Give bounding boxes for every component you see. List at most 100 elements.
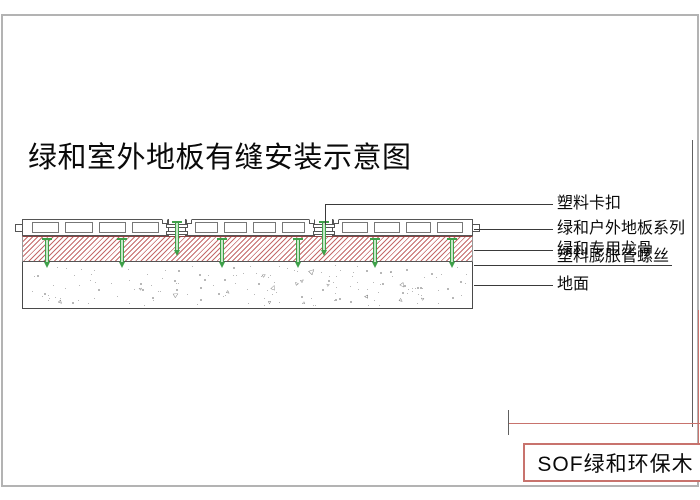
concrete-aggregate: ◃ bbox=[398, 296, 405, 304]
concrete-speckle bbox=[71, 301, 74, 304]
concrete-speckle bbox=[31, 290, 33, 292]
concrete-aggregate: ▹ bbox=[324, 280, 331, 288]
concrete-speckle bbox=[198, 273, 201, 276]
concrete-aggregate: △ bbox=[269, 283, 277, 292]
concrete-speckle bbox=[204, 279, 207, 282]
concrete-speckle bbox=[391, 276, 393, 278]
board-hollow-cell bbox=[373, 222, 400, 233]
concrete-speckle bbox=[460, 295, 462, 297]
concrete-speckle bbox=[257, 283, 260, 286]
concrete-speckle bbox=[436, 277, 438, 279]
concrete-speckle bbox=[225, 295, 227, 297]
concrete-speckle bbox=[411, 288, 413, 290]
concrete-speckle bbox=[357, 288, 359, 290]
concrete-speckle bbox=[152, 296, 155, 299]
concrete-aggregate: ▵ bbox=[361, 294, 371, 299]
deck-board bbox=[22, 219, 169, 236]
concrete-speckle bbox=[178, 270, 181, 273]
concrete-speckle bbox=[55, 296, 57, 298]
concrete-speckle bbox=[243, 273, 245, 275]
board-hollow-cell bbox=[32, 222, 60, 233]
concrete-speckle bbox=[314, 304, 316, 306]
concrete-speckle bbox=[146, 273, 148, 275]
expansion-screw-shaft bbox=[373, 240, 377, 262]
deck-board bbox=[185, 219, 315, 236]
page-border bbox=[1, 14, 699, 487]
concrete-speckle bbox=[247, 288, 249, 290]
concrete-speckle bbox=[377, 292, 379, 294]
board-hollow-cell bbox=[98, 222, 126, 233]
board-hollow-cell bbox=[405, 222, 432, 233]
concrete-speckle bbox=[255, 273, 257, 275]
board-hollow-cell bbox=[224, 222, 247, 233]
concrete-speckle bbox=[336, 276, 338, 278]
concrete-speckle bbox=[56, 266, 58, 268]
concrete-speckle bbox=[44, 292, 47, 295]
concrete-speckle bbox=[279, 302, 281, 304]
brand-stamp-box: SOF绿和环保木 bbox=[523, 443, 700, 482]
leader-line-ground bbox=[474, 285, 553, 286]
clip-screw-shaft bbox=[175, 223, 179, 250]
concrete-speckle bbox=[402, 292, 405, 295]
concrete-speckle bbox=[420, 287, 423, 290]
expansion-screw-head bbox=[370, 238, 380, 240]
board-joint-notch bbox=[162, 219, 168, 224]
board-hollow-cell bbox=[65, 222, 93, 233]
concrete-speckle bbox=[430, 272, 433, 275]
concrete-speckle bbox=[128, 303, 130, 305]
concrete-speckle bbox=[60, 298, 62, 300]
board-end-groove bbox=[15, 224, 23, 232]
concrete-speckle bbox=[451, 296, 454, 299]
callout-expansion-screw: 塑料膨胀管螺丝 bbox=[557, 248, 670, 265]
concrete-speckle bbox=[212, 284, 214, 286]
expansion-screw-head bbox=[447, 238, 457, 240]
concrete-speckle bbox=[296, 271, 298, 273]
concrete-speckle bbox=[217, 293, 220, 296]
concrete-speckle bbox=[339, 297, 342, 300]
concrete-speckle bbox=[162, 278, 164, 280]
expansion-screw-tip bbox=[44, 262, 50, 268]
concrete-speckle bbox=[187, 293, 189, 295]
concrete-speckle bbox=[374, 299, 376, 301]
callout-special-joist: 绿和专用龙骨 bbox=[557, 241, 654, 258]
concrete-speckle bbox=[350, 301, 353, 304]
concrete-aggregate: ▿ bbox=[292, 278, 300, 287]
concrete-speckle bbox=[34, 276, 36, 278]
concrete-speckle bbox=[438, 289, 440, 291]
concrete-speckle bbox=[157, 291, 159, 293]
concrete-speckle bbox=[73, 275, 75, 277]
concrete-speckle bbox=[176, 283, 178, 285]
expansion-screw-shaft bbox=[120, 240, 124, 262]
expansion-screw-shaft bbox=[450, 240, 454, 262]
concrete-speckle bbox=[263, 304, 265, 306]
concrete-speckle bbox=[417, 303, 419, 305]
concrete-speckle bbox=[287, 267, 289, 269]
titleblock-line-horizontal bbox=[508, 423, 700, 424]
clip-screw-head bbox=[172, 221, 182, 223]
titleblock-tick bbox=[508, 410, 509, 435]
concrete-speckle bbox=[366, 288, 368, 290]
expansion-screw-head bbox=[117, 238, 127, 240]
concrete-speckle bbox=[233, 275, 235, 277]
concrete-aggregate: ▹ bbox=[260, 271, 268, 280]
concrete-speckle bbox=[416, 287, 419, 290]
board-joint-notch bbox=[186, 219, 192, 224]
concrete-speckle bbox=[464, 282, 466, 284]
board-hollow-cell bbox=[131, 222, 159, 233]
concrete-speckle bbox=[37, 275, 40, 278]
concrete-speckle bbox=[117, 295, 119, 297]
concrete-speckle bbox=[368, 304, 370, 306]
concrete-speckle bbox=[332, 282, 334, 284]
concrete-speckle bbox=[207, 274, 209, 276]
concrete-speckle bbox=[352, 272, 354, 274]
concrete-speckle bbox=[174, 280, 177, 283]
concrete-aggregate: △ bbox=[398, 281, 407, 289]
concrete-speckle bbox=[322, 288, 325, 291]
concrete-speckle bbox=[151, 284, 153, 286]
concrete-speckle bbox=[411, 290, 413, 292]
concrete-speckle bbox=[418, 293, 420, 295]
board-joint-notch bbox=[332, 219, 339, 224]
deck-board bbox=[332, 219, 473, 236]
concrete-speckle bbox=[48, 299, 50, 301]
concrete-speckle bbox=[65, 268, 67, 270]
